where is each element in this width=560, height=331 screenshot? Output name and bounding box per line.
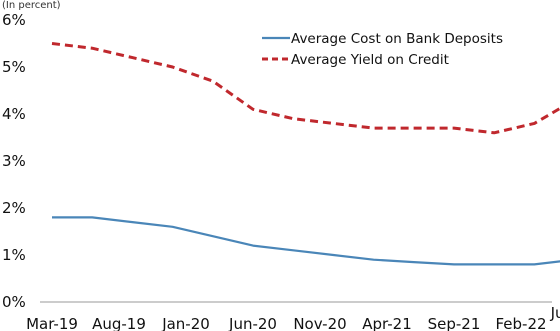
legend: Average Cost on Bank Deposits Average Yie… xyxy=(262,31,503,68)
x-tick-label: Aug-19 xyxy=(92,315,146,331)
series-line xyxy=(51,42,560,135)
x-tick-label: Jun-22 xyxy=(550,304,560,322)
x-tick-label: Feb-22 xyxy=(495,315,546,331)
series-layer xyxy=(51,42,560,266)
x-tick-label: Jun-20 xyxy=(228,315,277,331)
x-tick-label: Jan-20 xyxy=(161,315,210,331)
y-tick-label: 5% xyxy=(2,58,26,76)
legend-label: Average Yield on Credit xyxy=(291,52,449,68)
series-line xyxy=(52,216,560,266)
y-tick-label: 6% xyxy=(2,11,26,29)
x-tick-label: Apr-21 xyxy=(362,315,412,331)
x-tick-label: Nov-20 xyxy=(293,315,346,331)
y-tick-label: 3% xyxy=(2,152,26,170)
y-tick-label: 1% xyxy=(2,246,26,264)
legend-label: Average Cost on Bank Deposits xyxy=(291,31,503,47)
y-tick-label: 4% xyxy=(2,105,26,123)
chart-top-label: (In percent) xyxy=(2,0,61,11)
x-axis: Mar-19 Aug-19 Jan-20 Jun-20 Nov-20 Apr-21 Sep-… xyxy=(26,301,560,331)
y-tick-label: 2% xyxy=(2,199,26,217)
x-tick-label: Sep-21 xyxy=(428,315,481,331)
x-tick-label: Mar-19 xyxy=(26,315,78,331)
y-axis: 0% 1% 2% 3% 4% 5% 6% xyxy=(2,11,26,311)
y-tick-label: 0% xyxy=(2,293,26,311)
